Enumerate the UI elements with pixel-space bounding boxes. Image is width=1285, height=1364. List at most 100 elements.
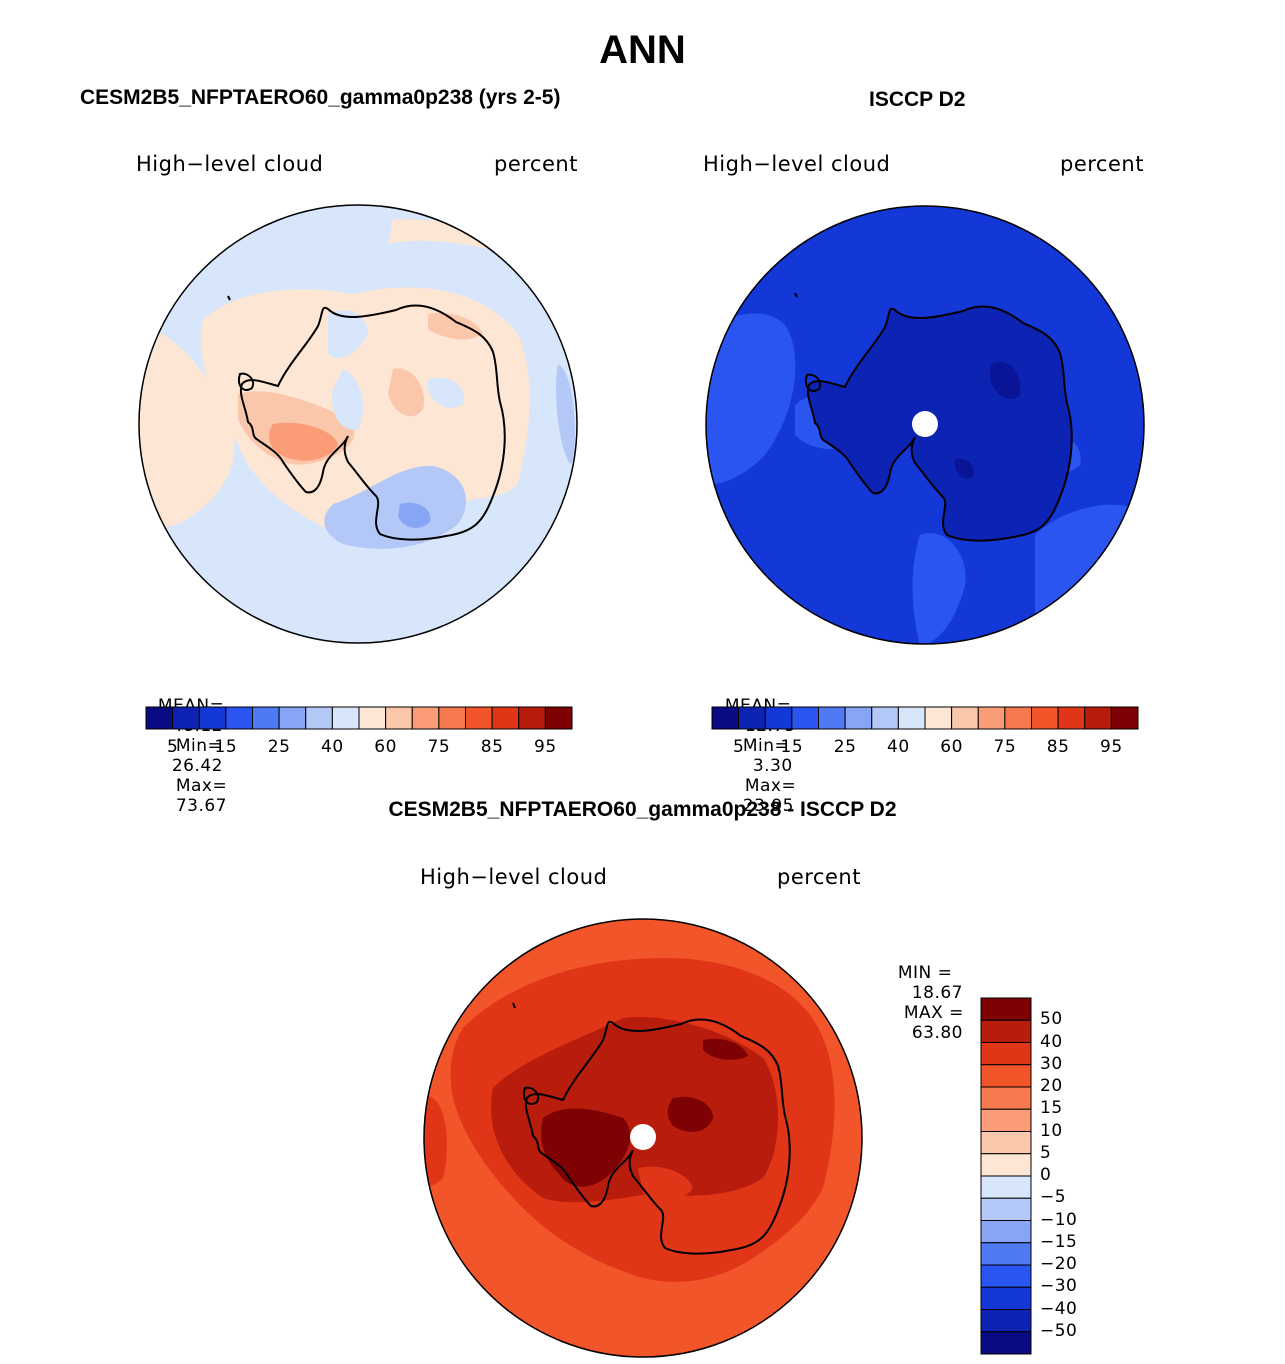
diff-colorbar-swatch [980,997,1032,1021]
diff-contour-patch [424,1096,447,1186]
obs-panel-title: ISCCP D2 [869,88,966,111]
obs-colorbar-swatch [1057,706,1086,730]
diff-colorbar-swatch [980,1220,1032,1244]
obs-colorbar-swatch [951,706,979,730]
model-max-value: 73.67 [175,796,227,816]
obs-colorbar-swatch [924,706,953,730]
obs-colorbar-swatch [977,706,1006,730]
diff-colorbar-swatch [980,1064,1032,1088]
model-contour-patch [328,310,368,358]
obs-colorbar-swatch [791,706,819,730]
diff-contour-patch [703,1038,748,1060]
obs-colorbar-ticks: 5 15 25 40 60 75 85 95 [712,737,1138,759]
obs-colorbar-swatch [871,706,899,730]
obs-colorbar-swatch [764,706,793,730]
diff-max-label: MAX = [903,1003,964,1023]
diff-map-border [423,918,863,1358]
diff-colorbar-swatch [980,1019,1032,1043]
model-colorbar-swatch [358,706,387,730]
model-contour-patch [556,364,575,464]
diff-min-label: MIN = [897,963,953,983]
obs-max-value: 23.95 [742,796,794,816]
diff-colorbar-tick-label: −40 [1040,1298,1078,1319]
diff-colorbar-tick-label: 5 [1040,1142,1052,1163]
model-colorbar-swatch [198,706,227,730]
obs-coastline-island [794,292,798,298]
diff-colorbar-tick-label: −50 [1040,1320,1078,1341]
diff-colorbar-tick-label: −15 [1040,1231,1078,1252]
obs-contour-patch [706,313,796,485]
obs-map-border [705,205,1145,645]
diff-coastline-island [436,1050,440,1057]
diff-colorbar-tick-label: 40 [1040,1031,1063,1052]
diff-colorbar-swatch [980,1242,1032,1266]
model-field-label: High−level cloud [136,152,324,176]
diff-colorbar-swatch [980,1131,1032,1155]
model-units-label: percent [494,152,578,176]
obs-coastline-island [805,373,821,393]
model-colorbar-swatch [491,706,520,730]
model-colorbar-tick-label: 85 [480,737,504,757]
obs-contour-patch [954,458,974,479]
diff-panel-title: CESM2B5_NFPTAERO60_gamma0p238 - ISCCP D2 [388,798,897,821]
obs-colorbar-swatch [818,706,846,730]
obs-colorbar-swatch [1031,706,1059,730]
diff-colorbar-swatch [980,1153,1032,1177]
diff-colorbar-swatch [980,1086,1032,1110]
model-panel-title: CESM2B5_NFPTAERO60_gamma0p238 (yrs 2-5) [80,86,561,109]
model-colorbar-swatch [438,706,466,730]
obs-max-label: Max= [744,776,797,796]
diff-colorbar-tick-label: 10 [1040,1120,1063,1141]
obs-min-value: 3.30 [752,756,793,776]
model-min-label: Min= [175,736,223,756]
model-contour-patch [428,377,464,409]
model-colorbar-tick-label: 75 [427,737,451,757]
obs-min-label: Min= [742,736,790,756]
diff-colorbar-swatch [980,1108,1032,1132]
model-coastline-island [227,295,231,301]
model-contour-patch [398,502,431,528]
model-colorbar-ticks: 5 15 25 40 60 75 85 95 [146,737,572,759]
model-colorbar-swatch [411,706,440,730]
diff-colorbar-tick-label: −20 [1040,1254,1078,1274]
diff-colorbar-swatch [980,1331,1032,1355]
model-contour-patch [388,368,424,417]
diff-units-label: percent [777,865,861,889]
model-coastline-island [151,323,155,330]
diff-colorbar-swatch [980,1286,1032,1310]
model-colorbar [145,706,573,730]
model-coastline-island [238,372,254,392]
diff-colorbar-swatch [980,1264,1032,1288]
diff-min-value: 18.67 [911,983,963,1003]
diff-max-value: 63.80 [911,1023,963,1043]
obs-colorbar-swatch [844,706,873,730]
diff-colorbar-tick-label: −10 [1040,1209,1078,1230]
diff-contour-patch [667,1096,713,1132]
diff-colorbar-tick-label: −30 [1040,1276,1078,1297]
diff-colorbar-swatch [980,1197,1032,1221]
obs-colorbar-tick-label: 25 [833,737,857,757]
diff-contour-patch [541,1108,631,1187]
diff-colorbar-tick-label: 50 [1040,1009,1063,1030]
model-contour-patch [269,422,338,461]
obs-colorbar-swatch [1084,706,1112,730]
obs-colorbar-swatch [738,706,766,730]
model-colorbar-swatch [518,706,546,730]
obs-colorbar-swatch [897,706,926,730]
model-contour-patch [428,312,483,340]
diff-coastline-island [523,1086,539,1106]
obs-colorbar-tick-label: 5 [732,737,745,757]
figure-title: ANN [599,28,686,72]
model-max-label: Max= [175,776,228,796]
diff-colorbar-ticks: 50 40 30 20 15 10 5 0 −5 −10 −15 −20 −30 −40 −50 [1040,998,1100,1354]
model-colorbar-swatch [252,706,280,730]
model-colorbar-swatch [544,706,573,730]
model-colorbar-swatch [305,706,333,730]
diff-colorbar-tick-label: 15 [1040,1098,1063,1119]
model-polar-map [138,204,578,644]
model-colorbar-tick-label: 15 [214,737,238,757]
diff-colorbar-swatch [980,1309,1032,1333]
obs-contour-patch [912,533,966,644]
model-colorbar-tick-label: 95 [534,737,557,757]
obs-field-label: High−level cloud [703,152,891,176]
